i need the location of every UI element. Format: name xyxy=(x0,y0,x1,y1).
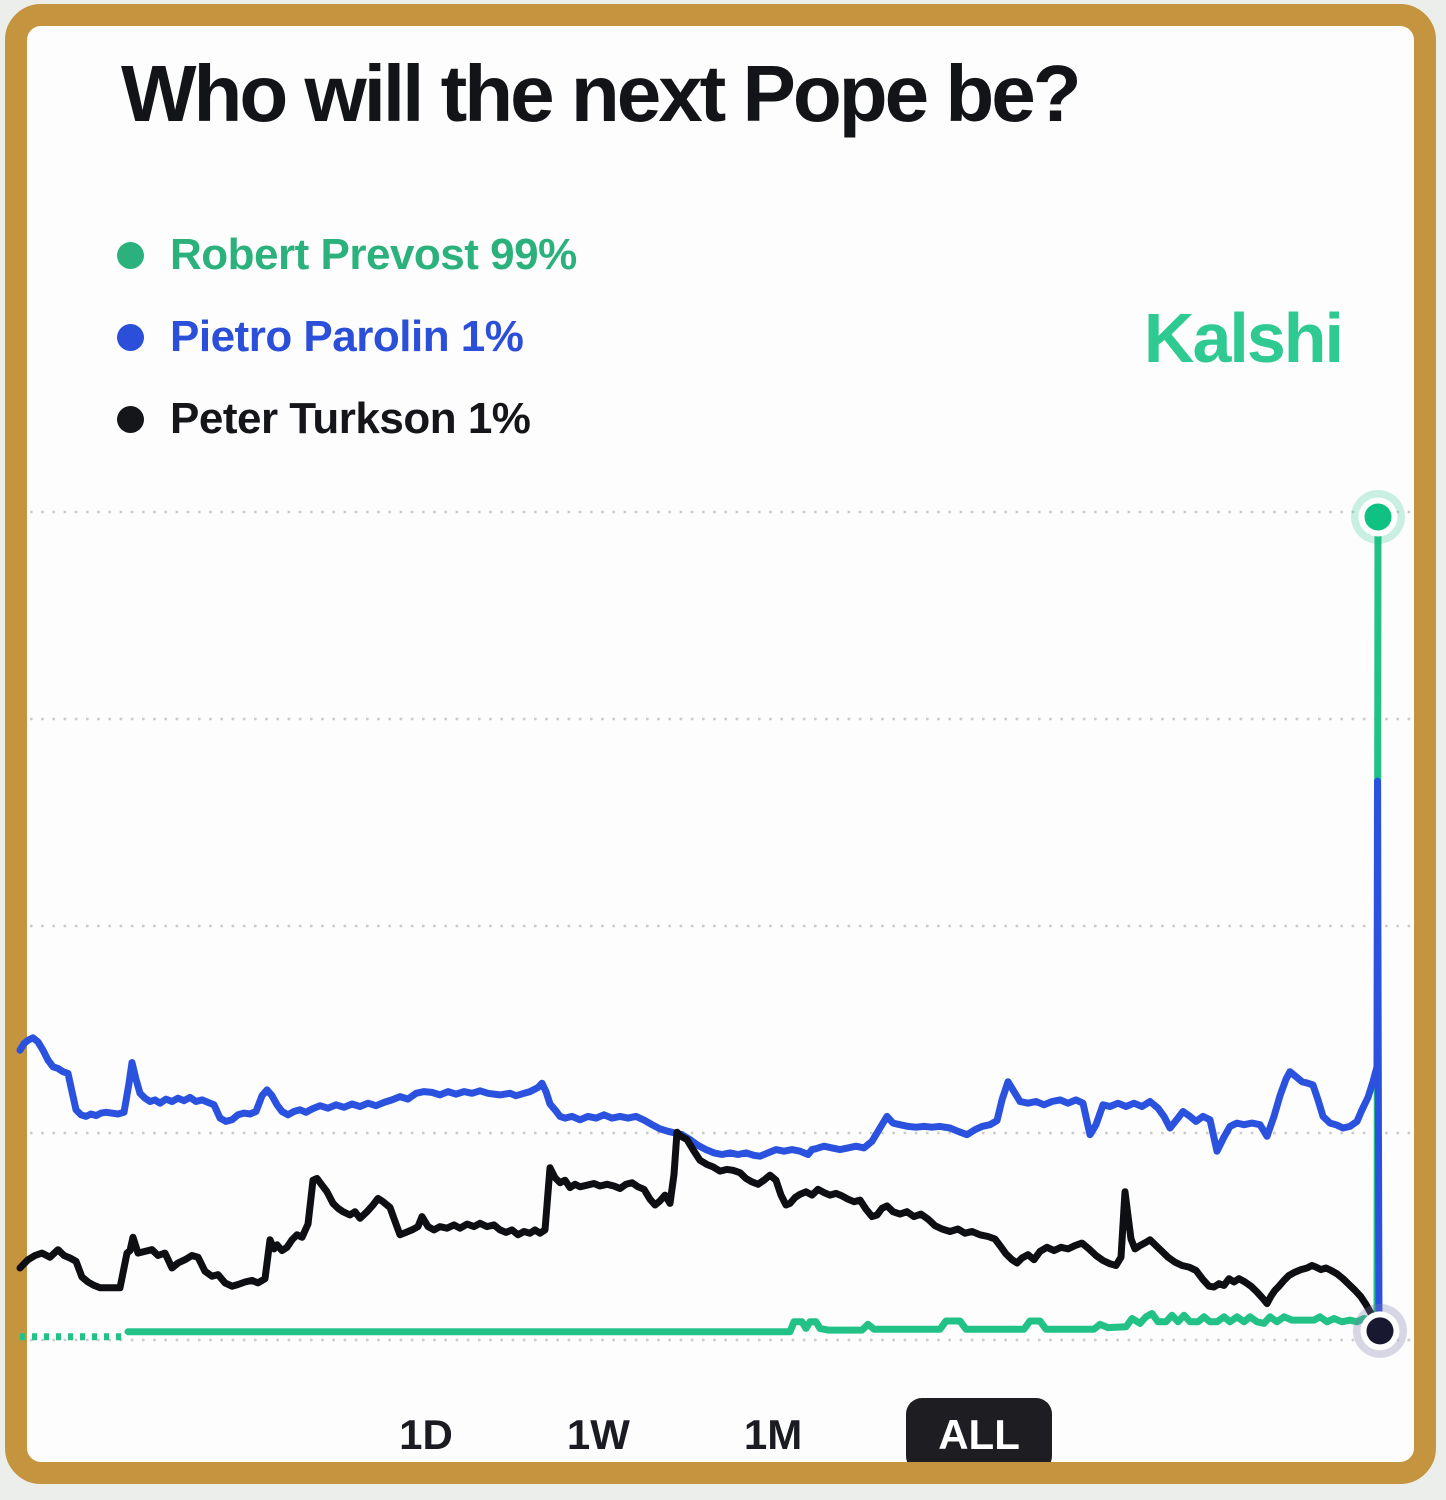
series-line-robert-prevost xyxy=(124,513,1382,1336)
legend-label-peter-turkson: Peter Turkson 1% xyxy=(170,394,531,443)
legend-dot-blue-icon xyxy=(117,323,144,351)
time-range-1w[interactable]: 1W xyxy=(557,1400,640,1462)
series-line-peter-turkson xyxy=(16,1128,1384,1334)
legend-item-pietro-parolin: Pietro Parolin 1% xyxy=(117,308,577,366)
legend-item-peter-turkson: Peter Turkson 1% xyxy=(117,390,577,448)
legend-dot-black-icon xyxy=(117,405,144,433)
chart-legend: Robert Prevost 99% Pietro Parolin 1% Pet… xyxy=(117,226,577,472)
legend-dot-green-icon xyxy=(117,241,144,269)
time-range-1m[interactable]: 1M xyxy=(734,1400,812,1462)
legend-label-pietro-parolin: Pietro Parolin 1% xyxy=(170,312,524,361)
time-range-1d[interactable]: 1D xyxy=(389,1400,463,1462)
legend-label-robert-prevost: Robert Prevost 99% xyxy=(170,230,577,279)
kalshi-logo: Kalshi xyxy=(1143,299,1344,377)
legend-item-robert-prevost: Robert Prevost 99% xyxy=(117,226,577,284)
time-range-all[interactable]: ALL xyxy=(906,1398,1052,1462)
time-range-bar: 1D 1W 1M ALL xyxy=(27,1398,1414,1462)
chart-card: Who will the next Pope be? Robert Prevos… xyxy=(5,4,1436,1484)
series-line-pietro-parolin xyxy=(16,777,1383,1334)
page-title: Who will the next Pope be? xyxy=(121,49,1082,138)
turkson-end-dot xyxy=(1366,1317,1394,1345)
prevost-end-dot xyxy=(1364,503,1392,531)
